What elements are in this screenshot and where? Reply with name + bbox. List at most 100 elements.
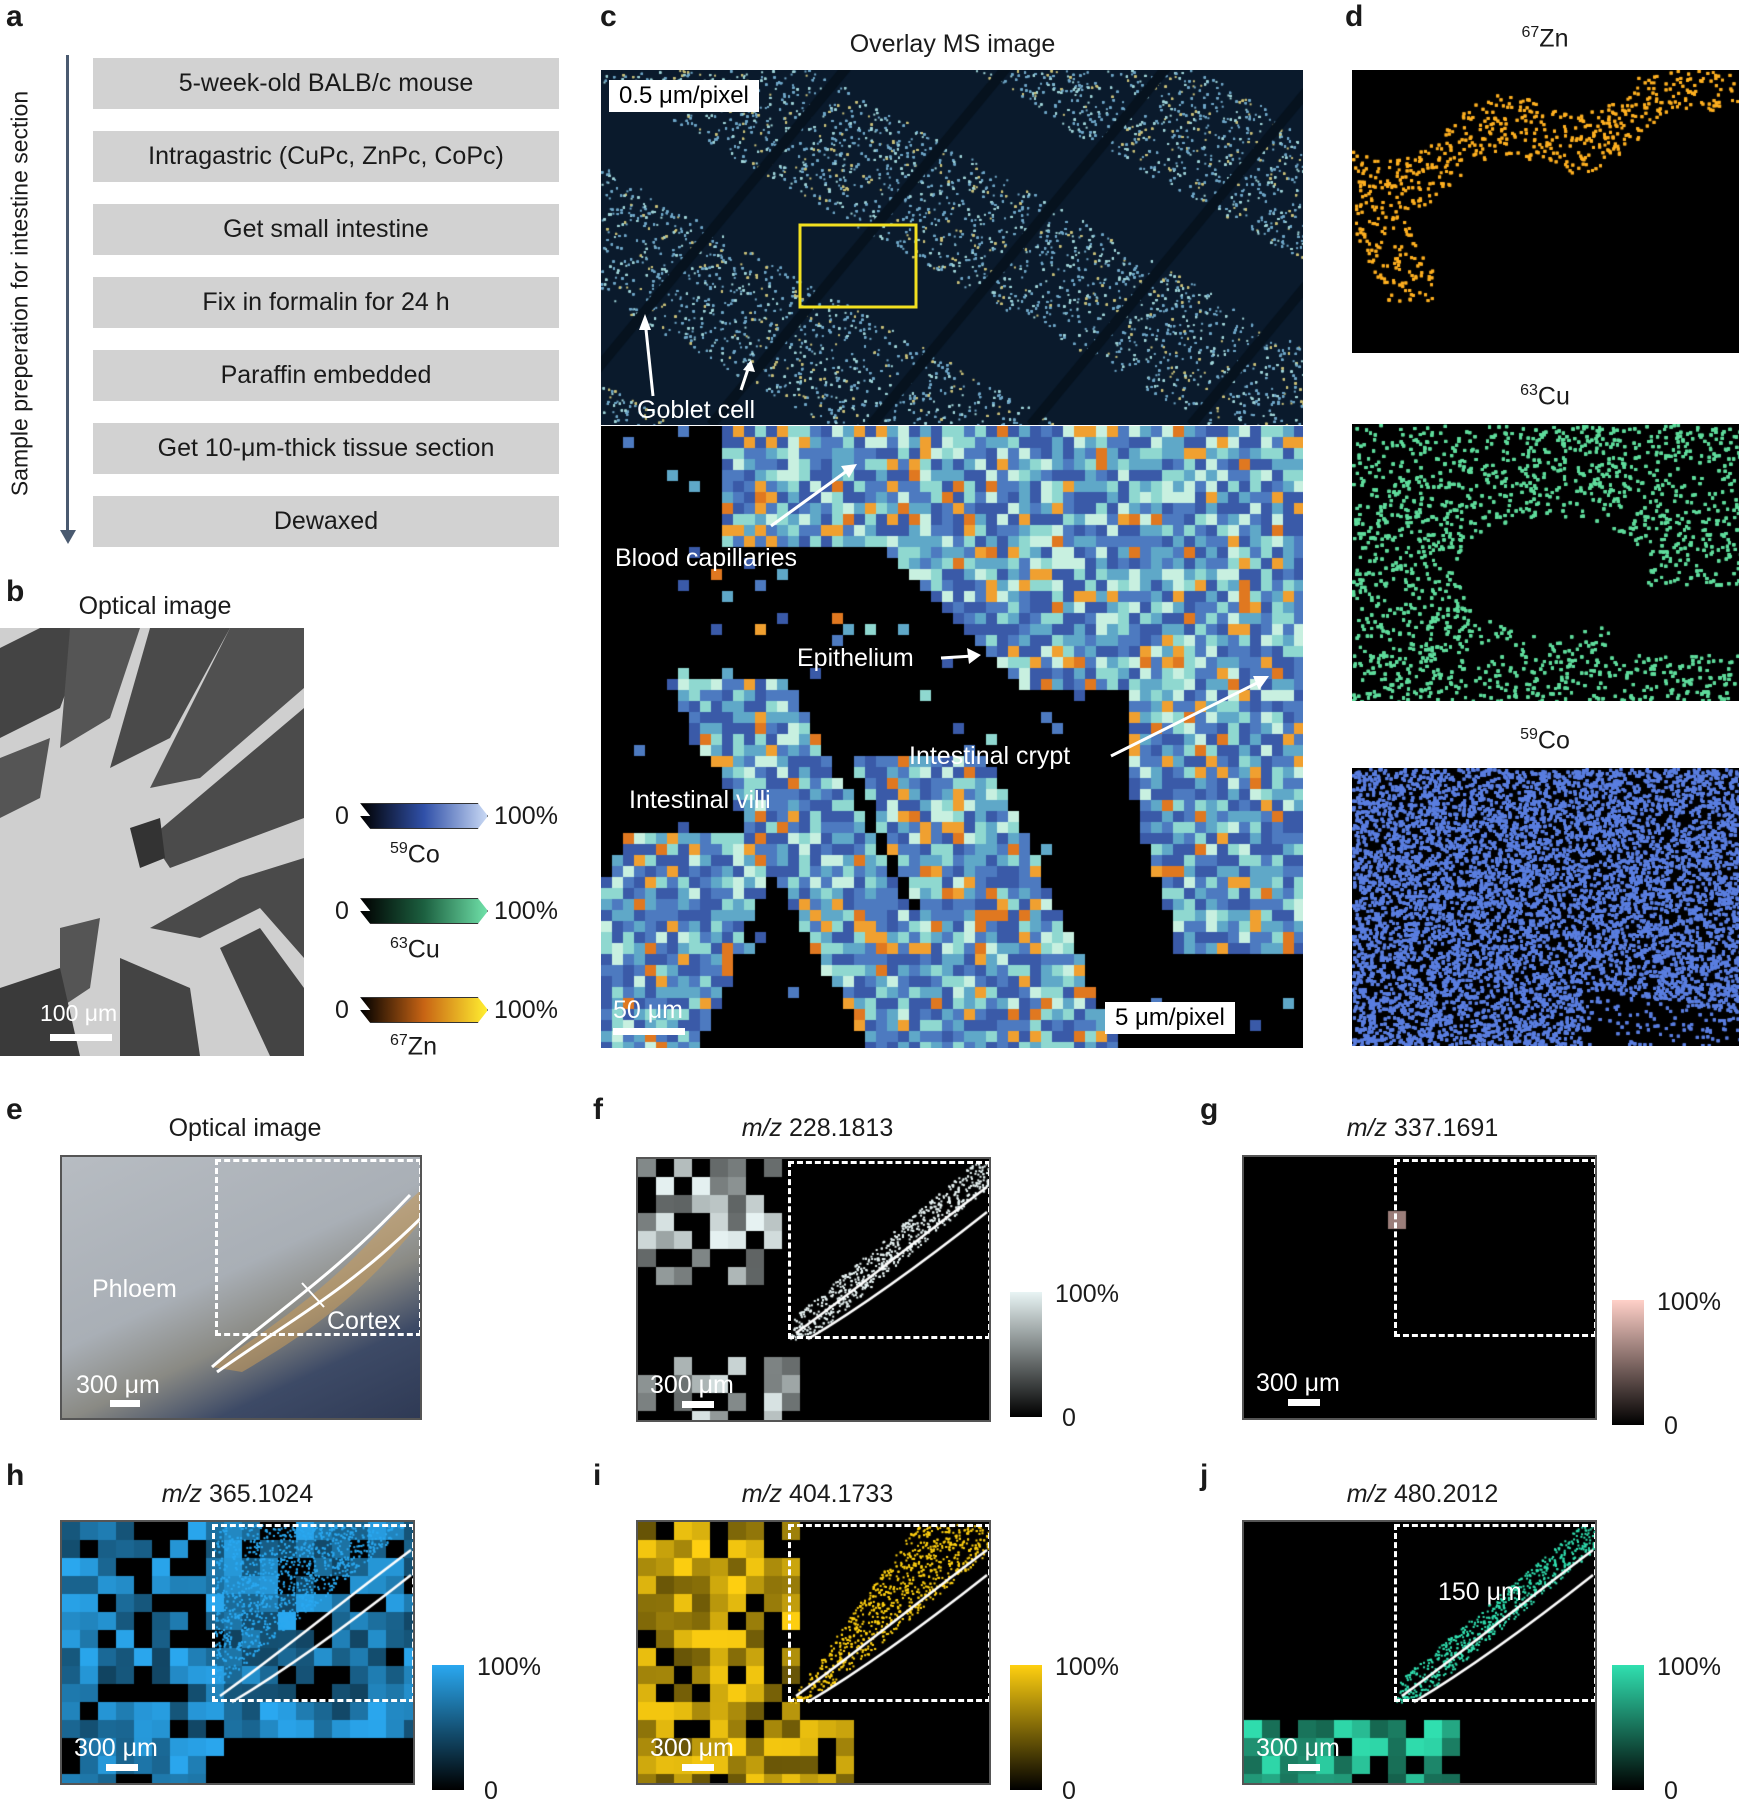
panel-label-a: a bbox=[6, 0, 23, 33]
mz-scale-label-f: 300 μm bbox=[650, 1371, 734, 1399]
optical-image-root: Phloem Cortex 300 μm bbox=[60, 1155, 422, 1420]
panel-label-h: h bbox=[6, 1459, 25, 1492]
mz-scale-bar-j bbox=[1288, 1764, 1320, 1771]
mz-title-f: m/z 228.1813 bbox=[741, 1114, 894, 1142]
legend-zn-min: 0 bbox=[335, 996, 349, 1024]
step-7: Dewaxed bbox=[93, 496, 559, 547]
legend-co-min: 0 bbox=[335, 802, 349, 830]
mz-colorbar-max-h: 100% bbox=[477, 1653, 541, 1681]
mz-scale-bar-g bbox=[1288, 1399, 1320, 1406]
mz-colorbar-min-g: 0 bbox=[1664, 1412, 1678, 1440]
d-map-co bbox=[1352, 768, 1739, 1046]
legend-zn-iso: 67Zn bbox=[390, 1032, 437, 1061]
c-villi-label: Intestinal villi bbox=[629, 786, 771, 814]
legend-zn-max: 100% bbox=[494, 996, 558, 1024]
mz-colorbar-min-i: 0 bbox=[1062, 1777, 1076, 1805]
step-2: Intragastric (CuPc, ZnPc, CoPc) bbox=[93, 131, 559, 182]
legend-zn-bar bbox=[360, 997, 488, 1023]
b-scale-label: 100 μm bbox=[40, 1000, 118, 1026]
mz-title-g: m/z 337.1691 bbox=[1346, 1114, 1499, 1142]
mz-image-f: 300 μm bbox=[636, 1157, 991, 1422]
c-res-bottom: 5 μm/pixel bbox=[1105, 1002, 1235, 1034]
panel-label-c: c bbox=[600, 0, 617, 33]
step-4: Fix in formalin for 24 h bbox=[93, 277, 559, 328]
mz-image-j: 300 μm 150 μm bbox=[1242, 1520, 1597, 1785]
step-5: Paraffin embedded bbox=[93, 350, 559, 401]
mz-colorbar-max-g: 100% bbox=[1657, 1288, 1721, 1316]
overlay-ms-highres: 0.5 μm/pixel Goblet cell bbox=[601, 70, 1303, 425]
mz-colorbar-max-j: 100% bbox=[1657, 1653, 1721, 1681]
panel-label-b: b bbox=[6, 575, 25, 608]
panel-label-f: f bbox=[593, 1093, 603, 1126]
e-title: Optical image bbox=[168, 1114, 322, 1142]
mz-image-i: 300 μm bbox=[636, 1520, 991, 1785]
mz-colorbar-g bbox=[1612, 1300, 1644, 1425]
mz-title-j: m/z 480.2012 bbox=[1346, 1480, 1499, 1508]
legend-cu-iso: 63Cu bbox=[390, 935, 440, 964]
step-3: Get small intestine bbox=[93, 204, 559, 255]
c-scale-bar bbox=[613, 1028, 685, 1035]
c-crypt-label: Intestinal crypt bbox=[909, 742, 1071, 770]
mz-scale-label-j: 300 μm bbox=[1256, 1734, 1340, 1762]
legend-cu-max: 100% bbox=[494, 897, 558, 925]
mz-colorbar-i bbox=[1010, 1665, 1042, 1790]
mz-title-h: m/z 365.1024 bbox=[161, 1480, 314, 1508]
overlay-ms-lowres: Blood capillaries Epithelium Intestinal … bbox=[601, 426, 1303, 1048]
process-arrow bbox=[66, 55, 69, 533]
mz-inset-box-j bbox=[1394, 1524, 1595, 1702]
legend-co-iso: 59Co bbox=[390, 840, 440, 869]
e-scale-bar bbox=[110, 1400, 140, 1407]
e-scale-label: 300 μm bbox=[76, 1371, 160, 1399]
c-title: Overlay MS image bbox=[849, 30, 1056, 58]
optical-image-intestine: 100 μm bbox=[0, 628, 304, 1056]
mz-scale-bar-f bbox=[682, 1401, 714, 1408]
step-1: 5-week-old BALB/c mouse bbox=[93, 58, 559, 109]
e-cortex-label: Cortex bbox=[327, 1307, 401, 1335]
mz-colorbar-max-i: 100% bbox=[1055, 1653, 1119, 1681]
step-6: Get 10-μm-thick tissue section bbox=[93, 423, 559, 474]
mz-scale-label-g: 300 μm bbox=[1256, 1369, 1340, 1397]
mz-image-g: 300 μm bbox=[1242, 1155, 1597, 1420]
mz-title-i: m/z 404.1733 bbox=[741, 1480, 894, 1508]
d-title-zn: 67Zn bbox=[1521, 24, 1569, 53]
c-blood-label: Blood capillaries bbox=[615, 544, 798, 572]
mz-scale-label-h: 300 μm bbox=[74, 1734, 158, 1762]
mz-inset-box-h bbox=[212, 1524, 413, 1702]
e-inset-box bbox=[215, 1159, 420, 1336]
panel-label-j: j bbox=[1200, 1459, 1209, 1492]
c-res-top: 0.5 μm/pixel bbox=[609, 80, 759, 112]
c-scale-label: 50 μm bbox=[613, 996, 683, 1024]
c-epithelium-label: Epithelium bbox=[797, 644, 914, 672]
mz-colorbar-min-f: 0 bbox=[1062, 1404, 1076, 1432]
mz-inset-box-i bbox=[788, 1524, 989, 1702]
panel-label-e: e bbox=[6, 1093, 23, 1126]
b-title: Optical image bbox=[78, 592, 232, 620]
mz-colorbar-f bbox=[1010, 1292, 1042, 1417]
mz-scale-bar-h bbox=[106, 1764, 138, 1771]
legend-co-bar bbox=[360, 803, 488, 829]
e-phloem-label: Phloem bbox=[92, 1275, 177, 1303]
legend-co-max: 100% bbox=[494, 802, 558, 830]
d-map-cu bbox=[1352, 424, 1739, 701]
c-goblet-label: Goblet cell bbox=[637, 396, 756, 424]
panel-label-d: d bbox=[1345, 0, 1364, 33]
mz-colorbar-min-j: 0 bbox=[1664, 1777, 1678, 1805]
mz-inset-box-g bbox=[1394, 1159, 1595, 1337]
mz-inset-box-f bbox=[788, 1161, 989, 1339]
b-scale-bar bbox=[50, 1034, 112, 1041]
mz-image-h: 300 μm bbox=[60, 1520, 415, 1785]
a-side-label: Sample preperation for intestine section bbox=[6, 90, 33, 497]
mz-colorbar-max-f: 100% bbox=[1055, 1280, 1119, 1308]
d-map-zn bbox=[1352, 70, 1739, 353]
legend-cu-bar bbox=[360, 898, 488, 924]
mz-scale-bar-i bbox=[682, 1764, 714, 1771]
arrow-head bbox=[60, 530, 76, 544]
d-title-cu: 63Cu bbox=[1520, 382, 1570, 411]
d-title-co: 59Co bbox=[1520, 726, 1570, 755]
mz-note-j: 150 μm bbox=[1438, 1578, 1522, 1606]
mz-colorbar-min-h: 0 bbox=[484, 1777, 498, 1805]
panel-label-i: i bbox=[593, 1459, 602, 1492]
mz-colorbar-h bbox=[432, 1665, 464, 1790]
legend-cu-min: 0 bbox=[335, 897, 349, 925]
panel-label-g: g bbox=[1200, 1093, 1219, 1126]
